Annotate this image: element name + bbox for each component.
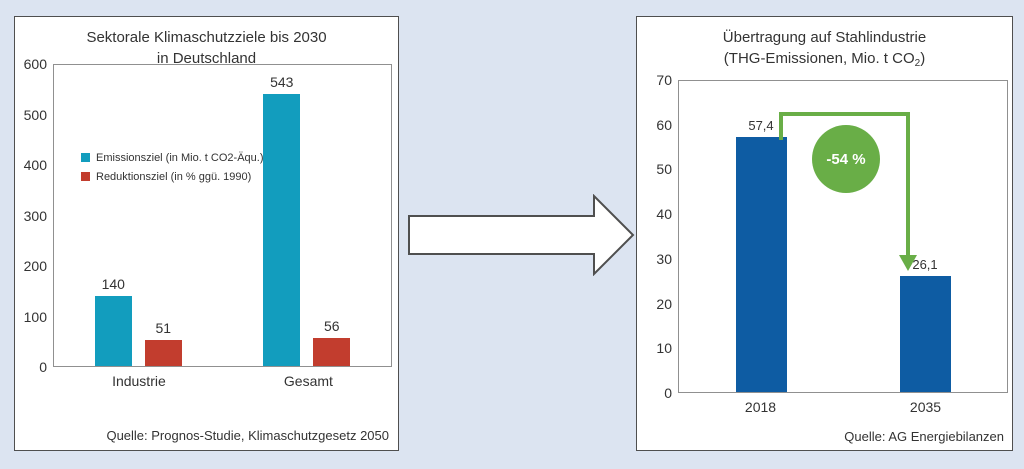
co2-subscript: 2 [914, 58, 921, 69]
left-y-axis: 600 500 400 300 200 100 0 [17, 56, 47, 375]
right-plot-area: 57,4 26,1 -54 % [678, 80, 1008, 393]
percent-change-badge: -54 % [812, 125, 880, 193]
transfer-arrow-icon [408, 194, 635, 276]
right-source-note: Quelle: AG Energiebilanzen [844, 429, 1004, 444]
bracket-top-segment [779, 112, 910, 116]
right-x-axis-labels: 2018 2035 [678, 399, 1008, 415]
bracket-drop-segment [906, 112, 910, 257]
bar-2018 [735, 136, 787, 392]
bar-cell-2035: 26,1 [899, 81, 951, 392]
down-arrowhead-icon [899, 255, 917, 271]
percent-change-label: -54 % [826, 150, 866, 168]
bar-cell-industrie-reduktionsziel: 51 [144, 65, 182, 366]
y-axis-tick-label: 20 [656, 295, 672, 312]
bracket-rise-segment [779, 112, 783, 140]
y-axis-tick-label: 200 [23, 258, 47, 274]
x-label-gesamt: Gesamt [283, 373, 333, 389]
bar-value-label: 57,4 [748, 117, 774, 133]
bar-cell-gesamt-emissionsziel: 543 [263, 65, 301, 366]
bar-cell-industrie-emissionsziel: 140 [94, 65, 132, 366]
bar-value-label: 26,1 [912, 257, 938, 273]
left-chart-title-line2: in Deutschland [156, 50, 257, 67]
legend-label-emissionsziel: Emissionsziel (in Mio. t CO2-Äqu.) [96, 151, 264, 164]
y-axis-tick-label: 30 [656, 250, 672, 267]
y-axis-tick-label: 100 [23, 308, 47, 325]
y-axis-tick-label: 500 [23, 106, 47, 123]
y-axis-tick-label: 50 [656, 161, 672, 178]
legend-swatch-reduktionsziel-icon [81, 172, 90, 181]
decrease-annotation: -54 % [679, 81, 1007, 392]
bar-value-label: 51 [155, 320, 172, 337]
legend-swatch-emissionsziel-icon [81, 153, 90, 162]
bar-gesamt-reduktionsziel [313, 337, 351, 366]
legend-item-emissionsziel: Emissionsziel (in Mio. t CO2-Äqu.) [81, 148, 264, 167]
y-axis-tick-label: 400 [23, 157, 47, 173]
bar-industrie-emissionsziel [94, 295, 132, 366]
bar-2035 [899, 276, 951, 392]
legend: Emissionsziel (in Mio. t CO2-Äqu.) Reduk… [81, 148, 264, 186]
y-axis-tick-label: 60 [656, 116, 672, 133]
bar-value-label: 56 [323, 317, 340, 334]
y-axis-tick-label: 600 [23, 56, 47, 72]
bar-cell-gesamt-reduktionsziel: 56 [313, 65, 351, 366]
bar-cell-2018: 57,4 [735, 81, 787, 392]
left-plot-area: 140 51 543 56 [53, 64, 392, 367]
right-y-axis: 70 60 50 40 30 20 10 0 [642, 72, 672, 401]
right-chart-title-line2: (THG-Emissionen, Mio. t CO2) [723, 50, 926, 69]
x-label-2018: 2018 [744, 399, 777, 415]
left-x-axis-labels: Industrie Gesamt [53, 373, 392, 389]
x-label-2035: 2035 [909, 399, 942, 415]
x-label-industrie: Industrie [112, 373, 166, 389]
right-bar-groups: 57,4 26,1 [679, 81, 1007, 392]
left-source-note: Quelle: Prognos-Studie, Klimaschutzgeset… [106, 428, 389, 443]
left-chart-title: Sektorale Klimaschutzziele bis 2030 in D… [15, 27, 398, 69]
legend-item-reduktionsziel: Reduktionsziel (in % ggü. 1990) [81, 167, 264, 186]
y-axis-tick-label: 0 [664, 385, 672, 401]
right-chart-title: Übertragung auf Stahlindustrie (THG-Emis… [637, 27, 1012, 74]
legend-label-reduktionsziel: Reduktionsziel (in % ggü. 1990) [96, 170, 252, 183]
bar-gesamt-emissionsziel [263, 93, 301, 366]
bar-value-label: 543 [270, 73, 294, 90]
left-chart-panel: Sektorale Klimaschutzziele bis 2030 in D… [14, 16, 399, 451]
bar-group-gesamt: 543 56 [263, 65, 351, 366]
right-chart-title-line1: Übertragung auf Stahlindustrie [722, 29, 927, 46]
bar-group-industrie: 140 51 [94, 65, 182, 366]
left-chart-title-line1: Sektorale Klimaschutzziele bis 2030 [86, 29, 327, 46]
y-axis-tick-label: 300 [23, 207, 47, 224]
y-axis-tick-label: 10 [656, 340, 672, 357]
y-axis-tick-label: 40 [656, 206, 672, 223]
bar-value-label: 140 [101, 275, 125, 292]
y-axis-tick-label: 0 [39, 359, 47, 375]
y-axis-tick-label: 70 [656, 72, 672, 88]
right-chart-panel: Übertragung auf Stahlindustrie (THG-Emis… [636, 16, 1013, 451]
left-bar-groups: 140 51 543 56 [54, 65, 391, 366]
bar-industrie-reduktionsziel [144, 340, 182, 366]
